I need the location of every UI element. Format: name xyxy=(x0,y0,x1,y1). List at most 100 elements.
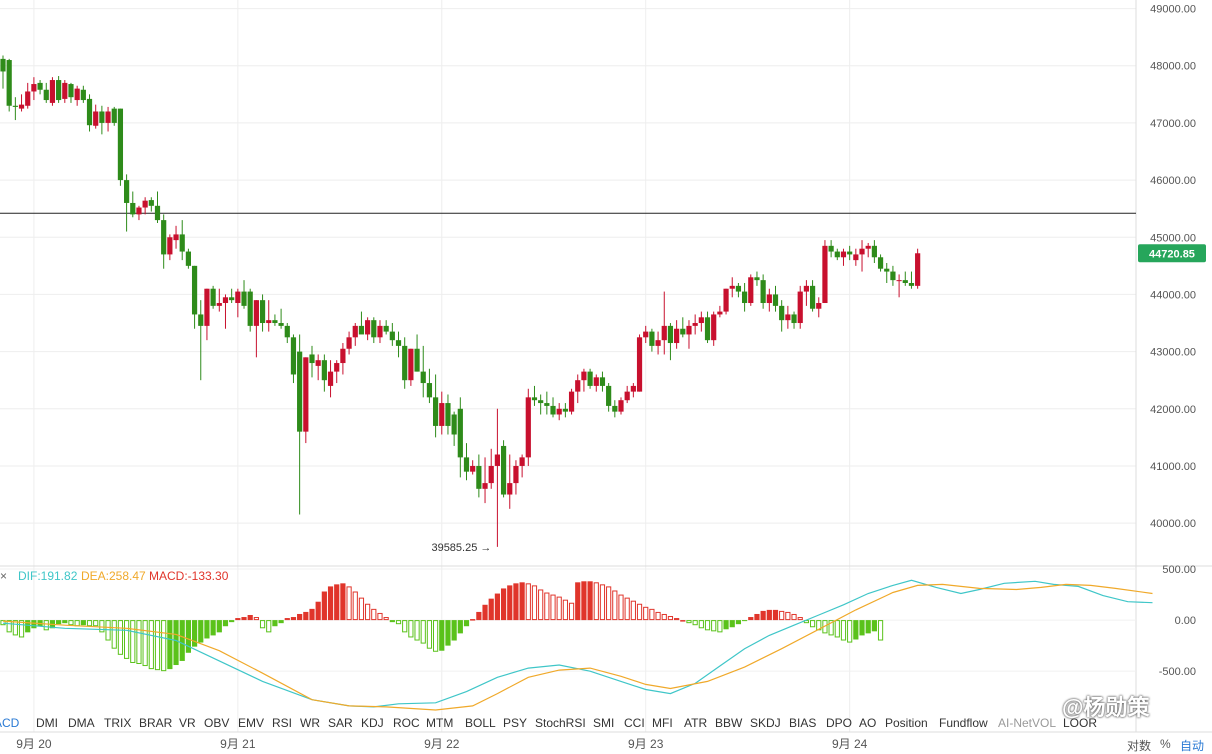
macd-histogram-bar xyxy=(414,620,420,641)
macd-histogram-bar xyxy=(43,620,49,631)
indicator-tab-vr[interactable]: VR xyxy=(179,716,196,730)
indicator-tab-position[interactable]: Position xyxy=(885,716,928,730)
macd-histogram-bar xyxy=(828,620,834,636)
indicator-tab-mfi[interactable]: MFI xyxy=(652,716,673,730)
indicator-tab-cci[interactable]: CCI xyxy=(624,716,645,730)
candle-body xyxy=(179,234,185,252)
candle-body xyxy=(457,408,463,458)
candle-body xyxy=(334,363,340,372)
macd-histogram-bar xyxy=(445,620,451,646)
macd-histogram-bar xyxy=(377,612,383,621)
macd-histogram-bar xyxy=(525,583,531,621)
candle-body xyxy=(587,371,593,386)
macd-histogram-bar xyxy=(340,583,346,621)
candle-body xyxy=(315,360,321,366)
indicator-tab-sar[interactable]: SAR xyxy=(328,716,353,730)
macd-histogram-bar xyxy=(704,620,711,631)
indicator-tab-macd[interactable]: MACD xyxy=(0,716,20,730)
macd-histogram-bar xyxy=(840,620,847,641)
price-tick-label: 49000.00 xyxy=(1150,4,1196,16)
candle-body xyxy=(544,403,550,406)
macd-histogram-bar xyxy=(111,620,117,649)
macd-tick-label: -500.00 xyxy=(1159,666,1196,678)
macd-histogram-bar xyxy=(859,620,865,636)
candle-body xyxy=(494,454,500,466)
macd-histogram-bar xyxy=(0,620,6,626)
indicator-tab-smi[interactable]: SMI xyxy=(593,716,615,730)
indicator-tab-psy[interactable]: PSY xyxy=(503,716,528,730)
indicator-tab-bias[interactable]: BIAS xyxy=(789,716,817,730)
indicator-tab-mtm[interactable]: MTM xyxy=(426,716,454,730)
candle-body xyxy=(507,483,513,495)
macd-histogram-bar xyxy=(667,616,674,621)
candle-body xyxy=(389,331,395,341)
indicator-tab-dma[interactable]: DMA xyxy=(68,716,95,730)
candle-body xyxy=(562,408,568,412)
macd-histogram-bar xyxy=(297,613,303,621)
indicator-tab-skdj[interactable]: SKDJ xyxy=(750,716,781,730)
indicator-tab-boll[interactable]: BOLL xyxy=(465,716,496,730)
watermark-text: @杨勋策 xyxy=(1062,695,1150,720)
indicator-tab-stochrsi[interactable]: StochRSI xyxy=(535,716,586,730)
indicator-tab-trix[interactable]: TRIX xyxy=(104,716,132,730)
candle-body xyxy=(439,403,445,426)
candle-body xyxy=(49,80,56,103)
candle-body xyxy=(241,291,247,306)
percent-scale-toggle[interactable]: % xyxy=(1160,737,1171,751)
macd-histogram-bar xyxy=(358,597,365,621)
log-scale-toggle[interactable]: 对数 xyxy=(1127,739,1152,753)
candle-body xyxy=(575,380,581,392)
indicator-tab-brar[interactable]: BRAR xyxy=(139,716,173,730)
candle-body xyxy=(859,248,865,255)
indicator-tab-ai-netvol[interactable]: AI-NetVOL xyxy=(998,716,1057,730)
candle-body xyxy=(272,320,278,324)
indicator-tab-emv[interactable]: EMV xyxy=(238,716,265,730)
macd-histogram-bar xyxy=(68,620,74,626)
indicator-tab-atr[interactable]: ATR xyxy=(684,716,708,730)
candle-body xyxy=(395,340,402,346)
candle-body xyxy=(247,291,253,326)
candle-body xyxy=(321,360,327,381)
macd-histogram-bar xyxy=(185,620,191,653)
indicator-tab-loor[interactable]: LOOR xyxy=(1063,716,1098,730)
candle-body xyxy=(111,108,117,123)
indicator-tab-wr[interactable]: WR xyxy=(300,716,320,730)
indicator-tab-kdj[interactable]: KDJ xyxy=(361,716,384,730)
candle-body xyxy=(865,245,871,249)
candle-body xyxy=(216,303,222,306)
macd-histogram-bar xyxy=(797,617,803,621)
macd-histogram-bar xyxy=(661,613,667,621)
candle-body xyxy=(618,400,624,412)
candle-body xyxy=(785,314,791,321)
indicator-tab-dpo[interactable]: DPO xyxy=(826,716,853,730)
indicator-tab-obv[interactable]: OBV xyxy=(204,716,230,730)
candle-body xyxy=(482,483,488,489)
candle-body xyxy=(74,88,80,101)
macd-histogram-bar xyxy=(717,620,723,633)
macd-histogram-bar xyxy=(636,603,643,621)
price-tick-label: 41000.00 xyxy=(1150,461,1196,473)
indicator-tab-bbw[interactable]: BBW xyxy=(715,716,743,730)
macd-histogram-bar xyxy=(80,620,86,626)
indicator-tab-dmi[interactable]: DMI xyxy=(36,716,58,730)
auto-scale-toggle[interactable]: 自动 xyxy=(1180,739,1205,753)
candle-body xyxy=(606,385,612,406)
macd-histogram-bar xyxy=(12,620,18,636)
candle-body xyxy=(847,251,853,255)
macd-histogram-bar xyxy=(74,620,80,627)
indicator-tab-fundflow[interactable]: Fundflow xyxy=(939,716,988,730)
macd-histogram-bar xyxy=(754,613,760,621)
macd-histogram-bar xyxy=(791,613,797,621)
indicator-tab-roc[interactable]: ROC xyxy=(393,716,420,730)
candle-body xyxy=(259,300,266,324)
macd-histogram-bar xyxy=(204,620,210,639)
macd-histogram-bar xyxy=(259,620,266,629)
macd-histogram-bar xyxy=(488,598,494,621)
macd-histogram-bar xyxy=(266,620,272,633)
macd-histogram-bar xyxy=(544,592,550,621)
candle-body xyxy=(674,328,680,344)
indicator-tab-ao[interactable]: AO xyxy=(859,716,877,730)
candle-body xyxy=(853,254,859,261)
indicator-tab-rsi[interactable]: RSI xyxy=(272,716,293,730)
